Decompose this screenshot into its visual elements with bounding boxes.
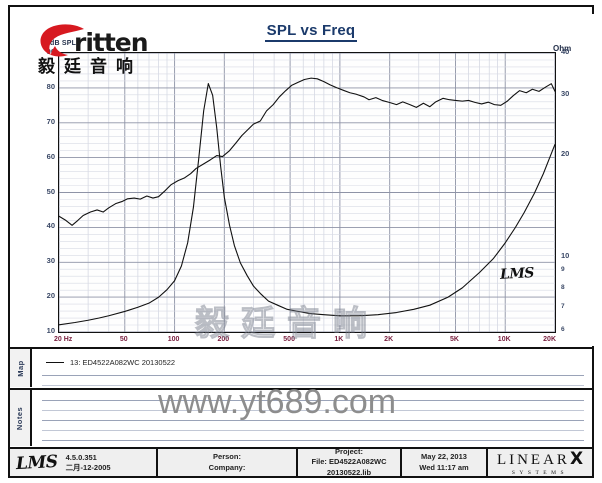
x-tick-100: 100 xyxy=(167,336,180,343)
rule-line xyxy=(42,375,584,376)
x-tick-10000: 10K xyxy=(497,336,511,343)
y2-tick-40: 40 xyxy=(561,47,570,56)
report-date: May 22, 2013 xyxy=(421,452,467,462)
page-title-text: SPL vs Freq xyxy=(264,22,358,42)
x-tick-5000: 5K xyxy=(449,336,459,343)
y2-tick-7: 7 xyxy=(561,303,565,311)
plot-grid xyxy=(59,53,555,332)
y-tick-70: 70 xyxy=(46,116,55,126)
curve-impedance xyxy=(59,82,555,326)
chart-panel: SPL vs Freq dB SPL Ohm 10 20 30 40 50 60 70 80 9… xyxy=(20,14,602,346)
notes-strip: Notes xyxy=(10,388,592,446)
status-person-cell: Person: Company: xyxy=(158,449,298,476)
map-side-label-text: Map xyxy=(15,359,25,377)
map-strip: Map 13: ED4522A082WC 20130522 xyxy=(10,347,592,387)
rule-line xyxy=(42,400,584,401)
x-tick-500: 500 xyxy=(283,336,295,343)
y-tick-30: 30 xyxy=(46,256,55,266)
notes-side-label-text: Notes xyxy=(15,406,25,430)
page-title: SPL vs Freq xyxy=(20,22,602,42)
x-tick-1000: 1K xyxy=(334,336,344,343)
map-rule-lines xyxy=(32,349,592,387)
map-side-label: Map xyxy=(10,349,32,387)
legend-line-swatch xyxy=(46,362,64,363)
project-label: Project: xyxy=(335,447,363,457)
brand-mark: X xyxy=(569,449,584,469)
plot-area[interactable] xyxy=(58,52,556,333)
y-tick-20: 20 xyxy=(46,291,55,301)
y-tick-10: 10 xyxy=(46,326,55,335)
brand-name: LINEAR xyxy=(496,452,570,468)
build-date: 二月-12-2005 xyxy=(65,462,111,472)
y2-tick-10: 10 xyxy=(561,250,570,260)
x-tick-200: 200 xyxy=(217,336,230,343)
legend-item-label: 13: ED4522A082WC 20130522 xyxy=(70,358,176,367)
status-date-cell: May 22, 2013 Wed 11:17 am xyxy=(402,449,488,476)
map-body: 13: ED4522A082WC 20130522 xyxy=(32,349,592,387)
status-project-cell: Project: File: ED4522A082WC 20130522.lib xyxy=(298,447,402,477)
y2-tick-8: 8 xyxy=(561,283,565,291)
y-tick-40: 40 xyxy=(46,221,55,231)
status-lms-cell: LMS 4.5.0.351 二月-12-2005 xyxy=(10,449,158,476)
right-axis-caption: Ohm xyxy=(553,44,572,53)
report-frame: SPL vs Freq dB SPL Ohm 10 20 30 40 50 60 70 80 9… xyxy=(8,5,602,478)
rule-line xyxy=(42,440,584,441)
lms-plot-logo: LMS xyxy=(499,265,535,283)
person-label: Person: xyxy=(213,452,241,462)
brand-sub: SYSTEMS xyxy=(511,470,569,476)
y-tick-80: 80 xyxy=(46,81,55,91)
company-label: Company: xyxy=(208,462,246,472)
version-number: 4.5.0.351 xyxy=(65,453,97,463)
linearx-brand: LINEAR X xyxy=(497,449,583,469)
x-tick-2000: 2K xyxy=(384,336,394,343)
y2-tick-9: 9 xyxy=(561,266,565,274)
rule-line xyxy=(42,385,584,386)
curve-spl xyxy=(59,77,555,226)
status-brand-cell: LINEAR X SYSTEMS xyxy=(488,449,592,476)
legend-item[interactable]: 13: ED4522A082WC 20130522 xyxy=(46,358,175,367)
rule-line xyxy=(42,410,584,411)
x-tick-50: 50 xyxy=(119,336,128,343)
left-axis-caption: dB SPL xyxy=(50,40,77,47)
y2-tick-20: 20 xyxy=(561,148,570,158)
notes-rule-lines[interactable] xyxy=(32,390,592,446)
file-label: File: ED4522A082WC 20130522.lib xyxy=(311,457,387,477)
x-tick-20: 20 Hz xyxy=(54,336,73,343)
x-tick-20000: 20K xyxy=(543,336,556,343)
plot-curves xyxy=(59,77,555,326)
version-block: 4.5.0.351 二月-12-2005 xyxy=(66,453,111,472)
y2-tick-30: 30 xyxy=(561,89,570,99)
status-bar: LMS 4.5.0.351 二月-12-2005 Person: Company… xyxy=(10,447,592,477)
rule-line xyxy=(42,420,584,421)
y2-tick-6: 6 xyxy=(561,326,565,333)
report-time: Wed 11:17 am xyxy=(419,462,469,472)
lms-logo: LMS xyxy=(15,451,59,474)
y-tick-50: 50 xyxy=(46,186,55,196)
y-tick-60: 60 xyxy=(46,151,55,161)
rule-line xyxy=(42,430,584,431)
notes-side-label: Notes xyxy=(10,390,32,446)
y-tick-90: 90 xyxy=(46,47,55,56)
